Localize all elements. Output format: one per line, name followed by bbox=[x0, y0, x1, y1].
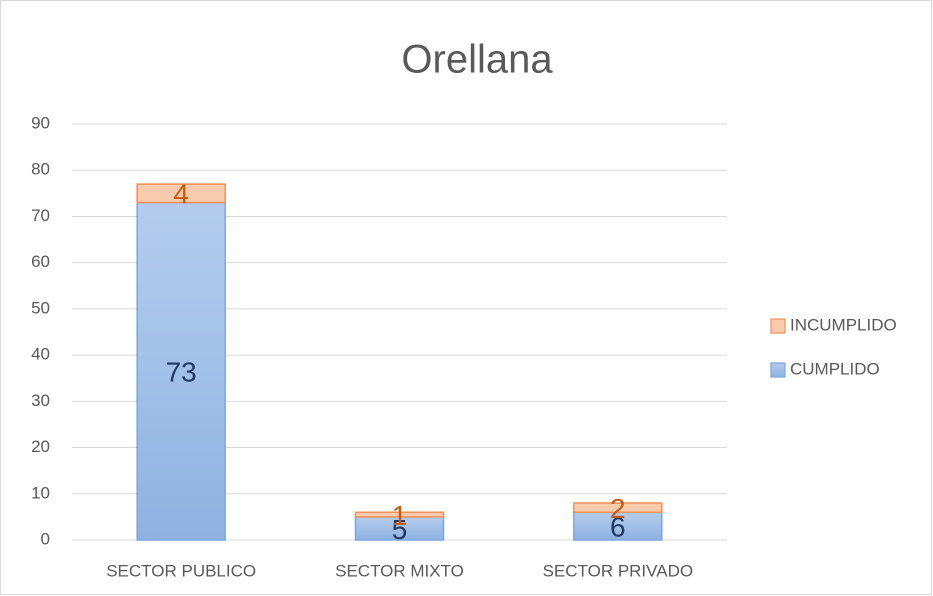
y-tick-label: 80 bbox=[31, 160, 50, 179]
y-tick-label: 60 bbox=[31, 252, 50, 271]
bar-segment bbox=[573, 502, 663, 514]
data-label: 1 bbox=[392, 500, 408, 531]
x-tick-label: SECTOR PUBLICO bbox=[106, 561, 256, 580]
x-tick-label: SECTOR PRIVADO bbox=[543, 561, 694, 580]
y-tick-label: 30 bbox=[31, 391, 50, 410]
bar-segment bbox=[136, 183, 226, 204]
data-label: 4 bbox=[173, 179, 189, 210]
legend-label: INCUMPLIDO bbox=[790, 315, 897, 334]
data-label: 6 bbox=[610, 512, 626, 543]
legend-swatch bbox=[770, 362, 786, 378]
data-label: 73 bbox=[166, 357, 197, 388]
y-tick-label: 0 bbox=[41, 529, 50, 548]
y-tick-label: 40 bbox=[31, 345, 50, 364]
y-tick-label: 10 bbox=[31, 483, 50, 502]
y-tick-label: 70 bbox=[31, 206, 50, 225]
y-tick-label: 90 bbox=[31, 113, 50, 132]
legend-swatch bbox=[770, 318, 786, 334]
bar-segment bbox=[136, 201, 226, 541]
x-tick-label: SECTOR MIXTO bbox=[335, 561, 464, 580]
y-tick-label: 20 bbox=[31, 437, 50, 456]
legend-label: CUMPLIDO bbox=[790, 359, 880, 378]
bar-segment bbox=[573, 511, 663, 541]
data-label: 2 bbox=[610, 493, 626, 524]
data-label: 5 bbox=[392, 514, 408, 545]
chart-title: Orellana bbox=[401, 38, 553, 82]
y-tick-label: 50 bbox=[31, 298, 50, 317]
bar-segment bbox=[354, 511, 445, 518]
